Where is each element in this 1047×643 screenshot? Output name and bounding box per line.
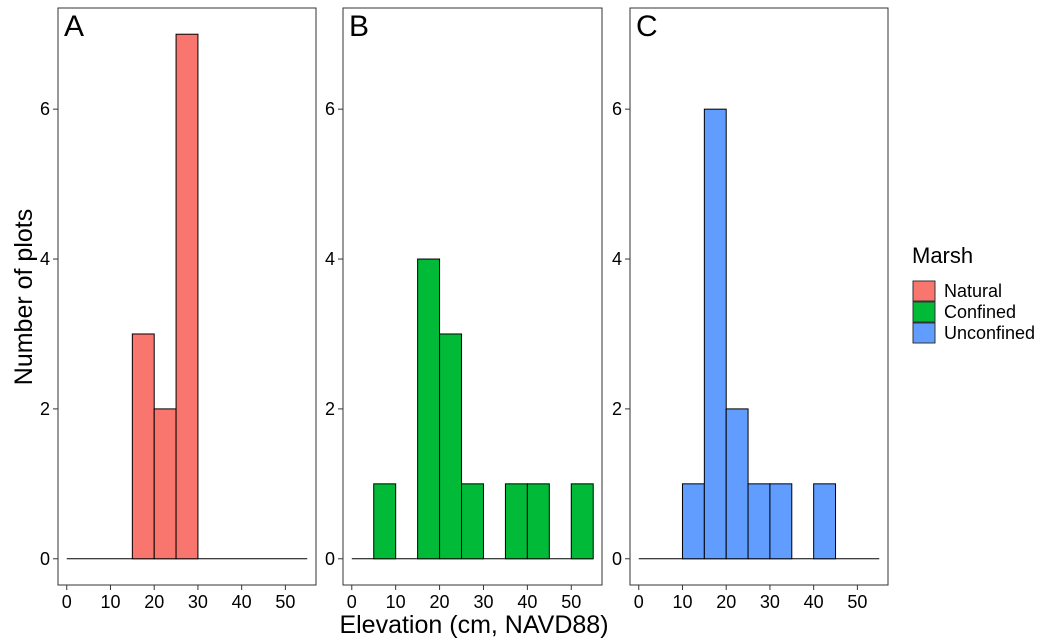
- panel-frame: [57, 7, 317, 586]
- y-tick-label: 4: [612, 249, 622, 269]
- histogram-bar: [439, 333, 463, 560]
- legend-key-confined: [912, 301, 936, 323]
- legend-key-unconfined: [912, 322, 936, 344]
- histogram-bar: [175, 33, 199, 560]
- y-axis-title: Number of plots: [10, 209, 38, 385]
- legend-label-confined: Confined: [944, 302, 1016, 322]
- panel-b: 0 10 20 30 40 50 0 2 4 6 B: [325, 7, 603, 612]
- legend-label-unconfined: Unconfined: [944, 323, 1035, 343]
- x-tick-label: 30: [760, 592, 780, 612]
- histogram-bar: [417, 258, 441, 560]
- x-tick-label: 20: [716, 592, 736, 612]
- y-tick-label: 0: [40, 549, 50, 569]
- legend-label-natural: Natural: [944, 281, 1002, 301]
- x-tick-label: 10: [386, 592, 406, 612]
- histogram-bar: [681, 483, 705, 560]
- legend-title: Marsh: [912, 243, 973, 268]
- histogram-bar: [153, 408, 177, 560]
- panel-frame: [342, 7, 603, 586]
- panel-c: 0 10 20 30 40 50 0 2 4 6 C: [612, 7, 889, 612]
- histogram-bar: [461, 483, 484, 560]
- x-tick-label: 50: [275, 592, 295, 612]
- histogram-bar: [725, 408, 749, 560]
- x-axis-title: Elevation (cm, NAVD88): [339, 611, 608, 639]
- y-tick-label: 2: [325, 399, 335, 419]
- y-tick-label: 6: [325, 99, 335, 119]
- y-tick-label: 0: [612, 549, 622, 569]
- x-tick-label: 40: [232, 592, 252, 612]
- x-tick-label: 20: [430, 592, 450, 612]
- histogram-bar: [526, 483, 550, 560]
- y-tick-label: 6: [40, 99, 50, 119]
- x-tick-label: 10: [100, 592, 120, 612]
- y-tick-label: 4: [325, 249, 335, 269]
- y-tick-label: 2: [40, 399, 50, 419]
- panel-frame: [629, 7, 889, 586]
- histogram-bar: [373, 483, 397, 560]
- x-tick-label: 40: [804, 592, 824, 612]
- x-tick-label: 30: [473, 592, 493, 612]
- panel-a: 0 10 20 30 40 50 0 2 4 6 A: [40, 7, 317, 612]
- y-tick-label: 6: [612, 99, 622, 119]
- legend-key-natural: [912, 280, 936, 302]
- x-tick-label: 0: [634, 592, 644, 612]
- x-tick-label: 50: [561, 592, 581, 612]
- x-tick-label: 10: [672, 592, 692, 612]
- x-tick-label: 30: [188, 592, 208, 612]
- histogram-bar: [570, 483, 594, 560]
- histogram-bar: [703, 108, 727, 560]
- histogram-bar: [813, 483, 837, 560]
- y-tick-label: 2: [612, 399, 622, 419]
- x-tick-label: 40: [517, 592, 537, 612]
- y-tick-label: 0: [325, 549, 335, 569]
- histogram-bar: [131, 333, 155, 560]
- histogram-bar: [504, 483, 528, 560]
- panel-tag: C: [636, 10, 658, 43]
- histogram-bar: [769, 483, 793, 560]
- x-tick-label: 20: [144, 592, 164, 612]
- histogram-bar: [747, 483, 771, 560]
- y-tick-label: 4: [40, 249, 50, 269]
- x-tick-label: 0: [62, 592, 72, 612]
- panel-tag: B: [349, 10, 369, 43]
- x-tick-label: 50: [847, 592, 867, 612]
- panel-tag: A: [64, 10, 84, 43]
- x-tick-label: 0: [347, 592, 357, 612]
